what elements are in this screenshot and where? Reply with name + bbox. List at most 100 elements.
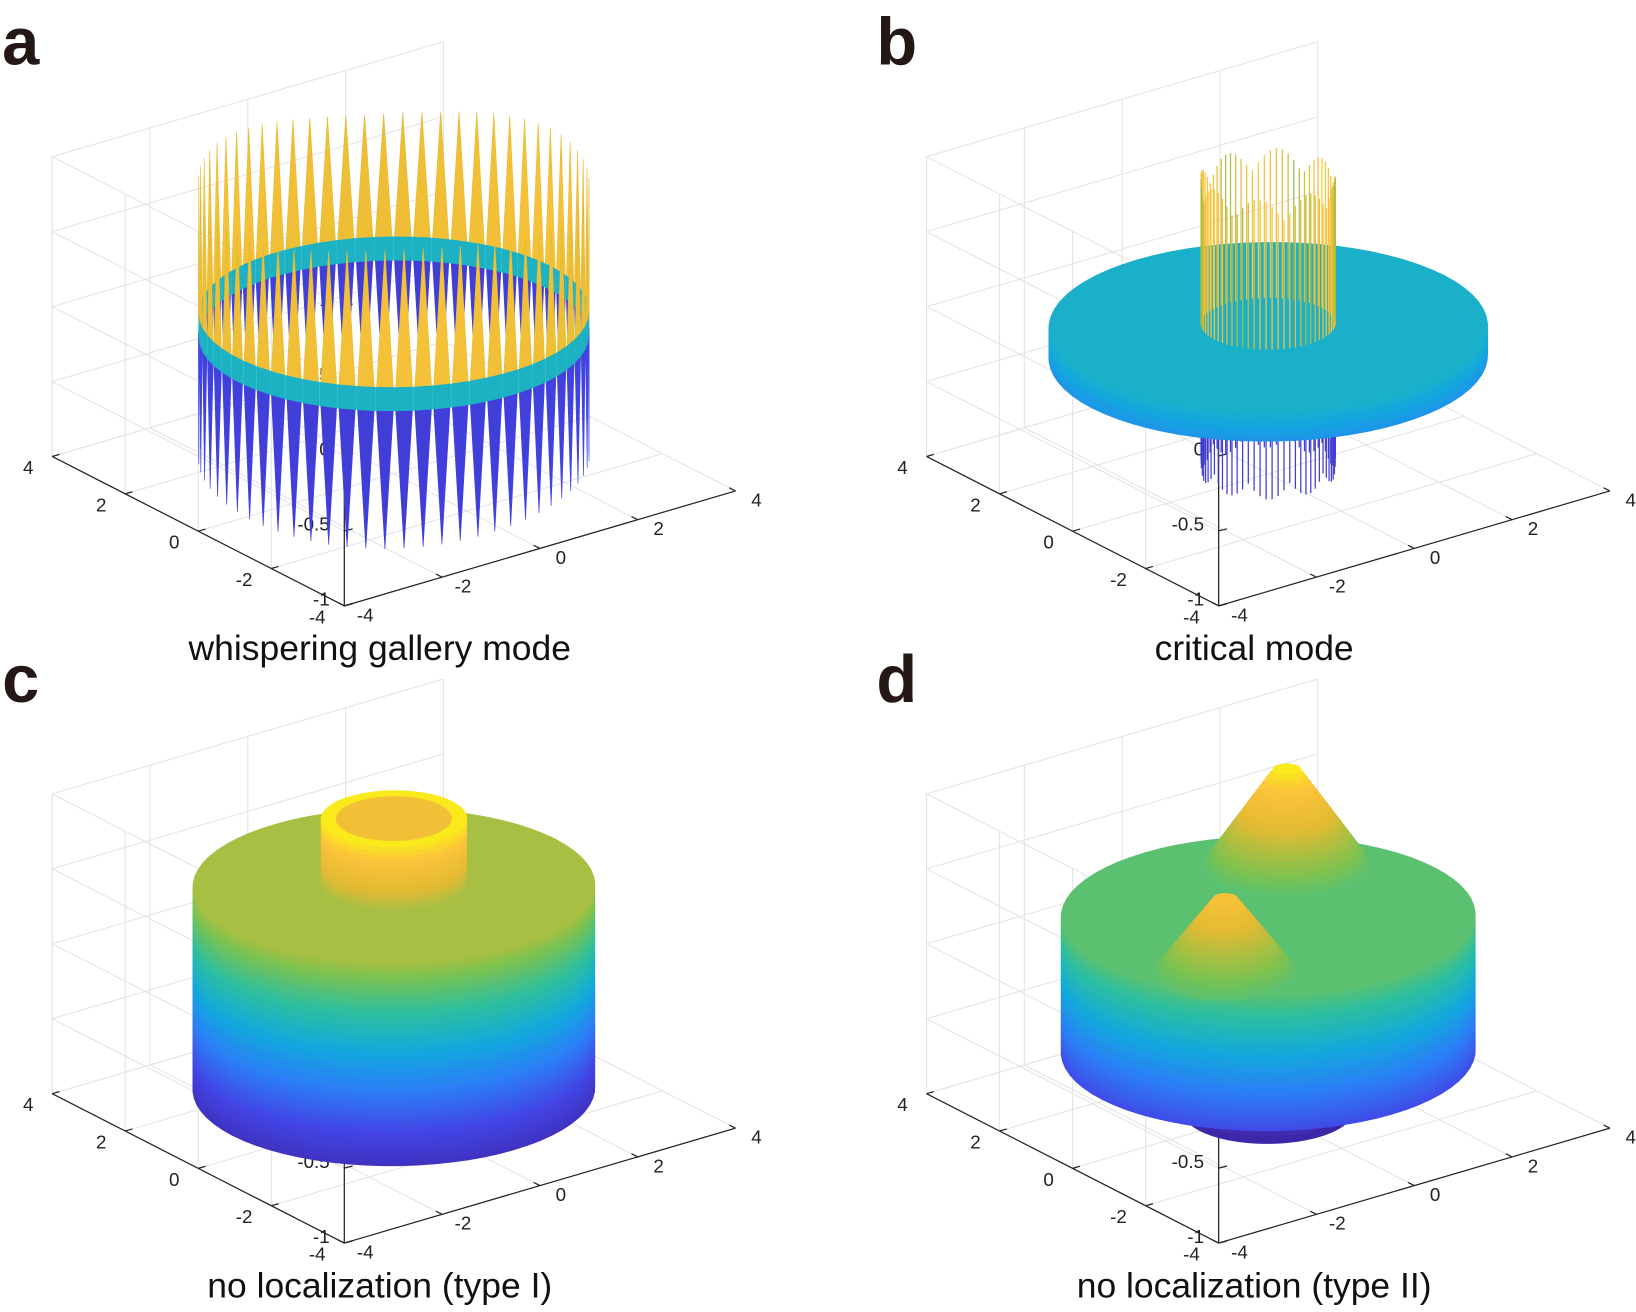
panel-label: d	[876, 643, 917, 717]
surface-spike	[301, 117, 318, 251]
panel-label: c	[2, 643, 39, 717]
y-tick-label: 4	[23, 457, 33, 478]
surface-band	[213, 341, 222, 373]
surface-band	[502, 369, 519, 398]
surface-spike	[518, 383, 533, 520]
tick-mark	[533, 544, 541, 549]
surface-band	[468, 241, 486, 269]
surface-spike	[255, 124, 270, 265]
tick-mark	[344, 1240, 352, 1244]
surface-spike	[198, 184, 200, 325]
tick-mark	[631, 1153, 639, 1158]
tick-mark	[435, 573, 443, 578]
surface-layer	[1048, 242, 1488, 412]
surface-band	[449, 239, 469, 266]
surface-spike	[485, 113, 502, 254]
surface-spike	[566, 358, 575, 492]
surface-spike	[451, 400, 469, 541]
tick-mark	[1407, 544, 1415, 549]
surface-band	[221, 348, 232, 379]
surface-band	[284, 245, 302, 274]
x-tick-label: -4	[357, 1241, 374, 1262]
tick-mark	[1505, 515, 1513, 521]
x-tick-label: 2	[653, 518, 663, 539]
surface-spike	[532, 377, 545, 514]
y-tick-label: 0	[169, 532, 179, 553]
surface-band	[256, 366, 271, 395]
tick-mark	[198, 1165, 206, 1169]
y-tick-label: -4	[309, 1244, 326, 1265]
x-tick-label: 4	[1626, 1127, 1636, 1148]
surface-spike	[355, 114, 374, 243]
surface-layer	[1212, 893, 1238, 903]
tick-mark	[125, 491, 133, 495]
x-tick-label: 2	[653, 1155, 663, 1176]
tick-mark	[1603, 1124, 1611, 1129]
surface-band	[394, 386, 414, 412]
grid-line	[926, 678, 1318, 795]
x-tick-label: 0	[556, 1184, 566, 1205]
grid-line	[1072, 415, 1464, 532]
y-tick-label: 4	[897, 457, 907, 478]
surface-band	[285, 375, 303, 403]
x-tick-label: 0	[1430, 1184, 1440, 1205]
surface-spike	[222, 367, 232, 505]
y-tick-label: 4	[897, 1094, 907, 1115]
y-tick-label: -2	[236, 569, 253, 590]
surface-spike	[198, 332, 200, 465]
y-tick-label: 2	[96, 1132, 106, 1153]
surface-spike	[213, 361, 222, 497]
tick-mark	[926, 1090, 934, 1095]
surface-band	[485, 244, 502, 273]
surface-wave	[1201, 763, 1373, 900]
axis-line	[51, 455, 345, 607]
surface-band	[432, 383, 452, 410]
y-tick-label: 4	[23, 1094, 33, 1115]
surface-spike	[588, 330, 590, 462]
tick-mark	[198, 528, 206, 532]
surface-band	[532, 358, 546, 389]
surface-band	[413, 385, 433, 411]
surface-spike	[580, 343, 586, 476]
x-tick-label: -4	[357, 604, 374, 625]
surface-band	[556, 346, 567, 377]
tick-mark	[533, 1181, 541, 1187]
tick-mark	[1218, 528, 1228, 532]
x-tick-label: 0	[1430, 547, 1440, 568]
tick-mark	[631, 515, 639, 521]
surface-band	[431, 237, 450, 264]
surface-band	[337, 384, 357, 410]
x-tick-label: -2	[455, 1213, 472, 1234]
surface-spike	[243, 379, 256, 520]
grid-line	[926, 1018, 1219, 1169]
surface-band	[518, 364, 533, 394]
z-tick-label: -0.5	[1172, 1151, 1204, 1172]
grid-line	[926, 116, 1318, 233]
z-tick-label: 0	[1194, 439, 1204, 460]
x-tick-label: 2	[1528, 518, 1538, 539]
y-tick-label: 0	[1043, 532, 1053, 553]
tick-mark	[729, 487, 736, 492]
x-tick-label: 4	[1626, 489, 1636, 510]
surface-layer	[1272, 763, 1302, 775]
surface-band	[574, 332, 581, 364]
z-tick-label: -1	[1187, 1226, 1204, 1247]
y-tick-label: -2	[1110, 569, 1127, 590]
surface-band	[451, 380, 470, 408]
x-tick-label: -4	[1231, 604, 1248, 625]
grid-line	[52, 753, 444, 870]
z-tick-label: -0.5	[297, 514, 329, 535]
surface-spike	[433, 402, 451, 545]
y-tick-label: -4	[1183, 1244, 1200, 1265]
tick-mark	[1218, 1165, 1228, 1169]
grid-line	[271, 453, 663, 570]
tick-mark	[51, 1090, 60, 1095]
surface-band	[580, 325, 586, 357]
surface-band	[301, 242, 319, 270]
surface-wave	[1151, 893, 1299, 1002]
surface-spike	[393, 112, 412, 242]
tick-mark	[271, 565, 279, 570]
